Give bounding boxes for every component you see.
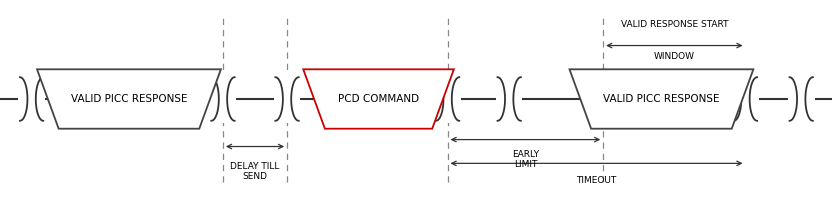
Text: VALID RESPONSE START: VALID RESPONSE START <box>621 20 728 29</box>
Bar <box>788 75 815 123</box>
Bar <box>18 75 45 123</box>
Text: PCD COMMAND: PCD COMMAND <box>338 94 419 104</box>
Text: WINDOW: WINDOW <box>654 52 695 61</box>
Text: VALID PICC RESPONSE: VALID PICC RESPONSE <box>603 94 720 104</box>
Polygon shape <box>570 69 754 129</box>
Text: TIMEOUT: TIMEOUT <box>577 176 617 185</box>
Polygon shape <box>304 69 454 129</box>
Text: VALID PICC RESPONSE: VALID PICC RESPONSE <box>71 94 187 104</box>
Text: EARLY
LIMIT: EARLY LIMIT <box>513 150 539 169</box>
Bar <box>732 75 759 123</box>
Text: DELAY TILL
SEND: DELAY TILL SEND <box>230 162 280 181</box>
Polygon shape <box>37 69 221 129</box>
Bar <box>496 75 522 123</box>
Bar <box>274 75 300 123</box>
Bar <box>210 75 236 123</box>
Bar <box>434 75 461 123</box>
